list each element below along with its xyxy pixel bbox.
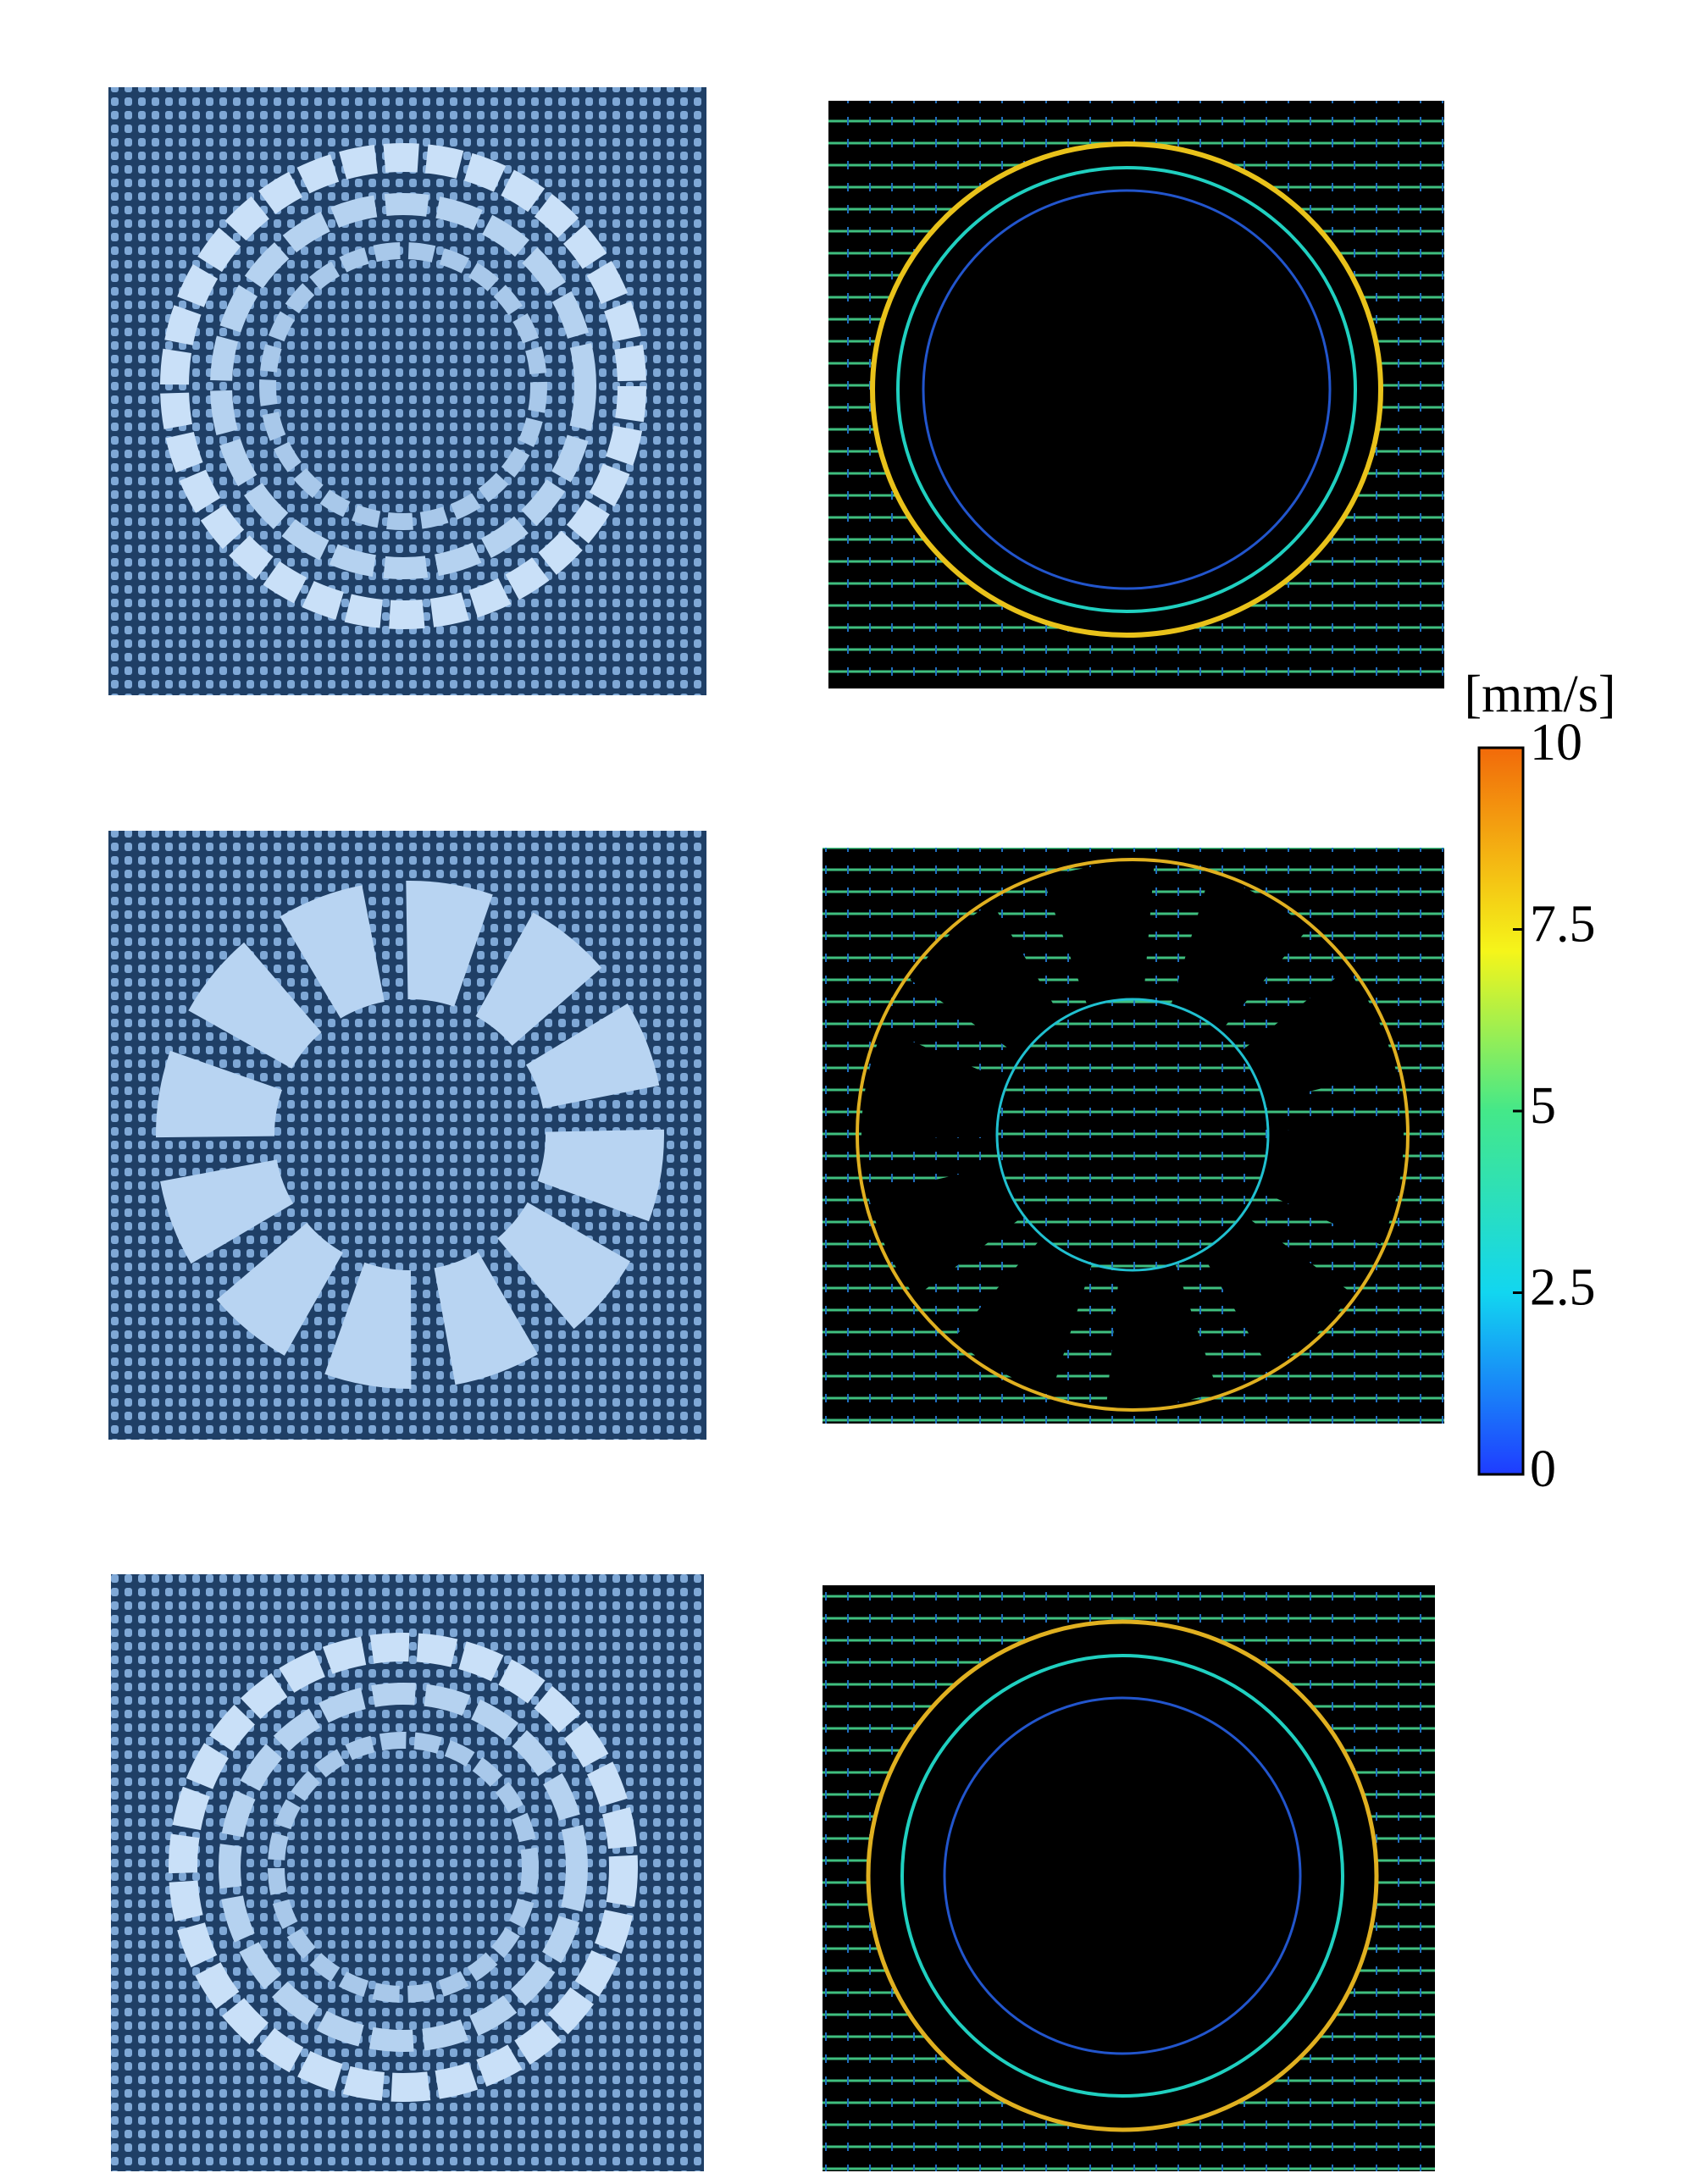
velocity-panel bbox=[823, 1585, 1435, 2171]
colorbar-tick-label: 0 bbox=[1530, 1440, 1556, 1498]
colorbar-tick-label: 5 bbox=[1530, 1077, 1556, 1135]
colorbar-tick-label: 10 bbox=[1530, 714, 1582, 771]
photo-panel bbox=[108, 831, 706, 1440]
velocity-panel bbox=[828, 101, 1444, 688]
colorbar-label: [mm/s] bbox=[1464, 666, 1615, 723]
velocity-panel bbox=[823, 848, 1444, 1424]
photo-panel bbox=[111, 1574, 704, 2171]
colorbar-tick-label: 2.5 bbox=[1530, 1259, 1596, 1317]
colorbar: [mm/s] 0 2.5 5 7.5 10 bbox=[1464, 666, 1615, 1498]
photo-panel bbox=[108, 87, 706, 695]
colorbar-tick-label: 7.5 bbox=[1530, 896, 1596, 954]
